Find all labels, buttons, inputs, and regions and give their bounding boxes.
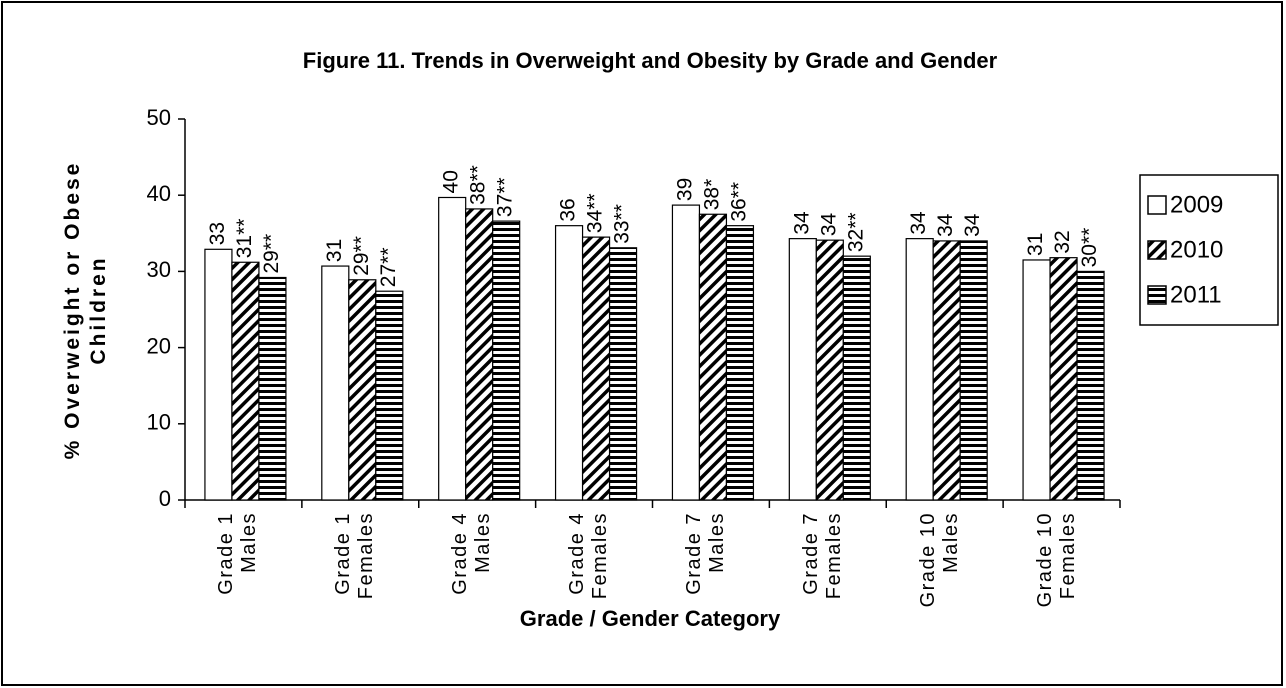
bar: [959, 240, 988, 501]
value-label: 32**: [844, 212, 867, 252]
value-label: 38**: [467, 165, 490, 205]
legend-label: 2010: [1170, 236, 1223, 263]
legend-label: 2011: [1170, 281, 1222, 308]
bar: [204, 248, 233, 501]
bar: [492, 220, 521, 501]
bar: [815, 239, 844, 501]
x-tick-label: Grade 1 Females: [332, 512, 378, 600]
bar: [321, 265, 350, 501]
y-tick-label: 10: [147, 410, 171, 435]
x-tick-label: Grade 4 Males: [449, 512, 495, 595]
value-label: 37**: [494, 177, 517, 217]
value-label: 40: [440, 170, 463, 193]
bar: [671, 204, 701, 501]
value-label: 31: [323, 239, 346, 262]
y-tick-label: 30: [147, 257, 171, 282]
y-tick-label: 20: [147, 333, 171, 358]
value-label: 33**: [611, 204, 634, 244]
bar: [1049, 257, 1078, 501]
value-label: 31: [1024, 233, 1047, 256]
bar: [554, 225, 584, 501]
bar: [698, 213, 728, 501]
bar: [465, 208, 494, 501]
chart-title: Figure 11. Trends in Overweight and Obes…: [303, 48, 998, 73]
bar: [608, 247, 638, 501]
value-label: 32: [1051, 230, 1074, 253]
bar: [905, 238, 934, 501]
legend-swatch: [1147, 285, 1167, 305]
value-label: 31**: [233, 219, 256, 259]
y-axis-title: % Overweight or Obese Children: [61, 160, 110, 460]
value-label: 27**: [377, 248, 400, 288]
bar: [842, 255, 871, 501]
bar: [231, 261, 260, 501]
value-label: 39: [673, 178, 696, 201]
x-tick-label: Grade 7 Males: [682, 512, 728, 595]
bar: [348, 279, 377, 501]
legend-label: 2009: [1170, 191, 1223, 218]
x-tick-label: Grade 1 Males: [215, 512, 261, 595]
bar: [438, 196, 467, 501]
value-label: 34: [934, 213, 957, 237]
x-axis-title: Grade / Gender Category: [520, 606, 781, 631]
bar: [1022, 259, 1051, 501]
x-tick-label: Grade 7 Females: [799, 512, 845, 600]
value-label: 34: [907, 211, 930, 235]
bar: [725, 225, 755, 501]
y-tick-label: 40: [147, 181, 171, 206]
y-tick-label: 50: [147, 105, 171, 130]
bar: [375, 290, 404, 501]
bar: [581, 236, 611, 501]
value-label: 36: [557, 198, 580, 221]
value-label: 34**: [584, 193, 607, 233]
x-tick-label: Grade 10 Females: [1033, 512, 1079, 608]
legend-swatch: [1147, 240, 1167, 260]
bar: [932, 240, 961, 501]
value-label: 34: [961, 213, 984, 237]
value-label: 29**: [350, 236, 373, 276]
x-tick-label: Grade 4 Females: [566, 512, 612, 600]
value-label: 33: [206, 222, 229, 245]
value-label: 38*: [700, 179, 723, 211]
value-label: 34: [817, 212, 840, 236]
value-label: 29**: [260, 234, 283, 274]
value-label: 36**: [727, 182, 750, 222]
x-tick-label: Grade 10 Males: [916, 512, 962, 608]
y-tick-label: 0: [159, 486, 171, 511]
value-label: 34: [790, 211, 813, 235]
bar: [1076, 270, 1105, 501]
bar: [258, 276, 287, 501]
value-label: 30**: [1078, 228, 1101, 268]
bar: [788, 238, 817, 501]
legend-swatch: [1147, 195, 1167, 215]
